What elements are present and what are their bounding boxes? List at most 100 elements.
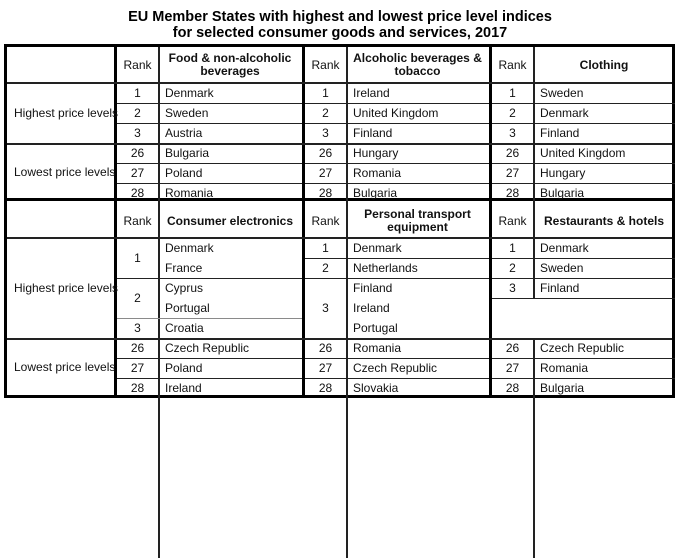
rank-cell: 3 [134, 321, 141, 335]
row-divider [117, 123, 302, 124]
category-header: Alcoholic beverages & tobacco [353, 51, 482, 78]
rank-cell: 26 [318, 341, 333, 355]
country-cell: Slovakia [353, 381, 399, 395]
rank-cell: 28 [130, 381, 145, 395]
country-cell: Bulgaria [353, 186, 398, 200]
rank-name-divider [346, 204, 348, 558]
rank-name-divider [158, 204, 160, 558]
category-header: Clothing [579, 57, 629, 72]
rank-cell: 1 [509, 241, 516, 255]
country-cell: Romania [353, 166, 402, 180]
row-divider [492, 183, 675, 184]
rank-name-divider [533, 204, 535, 558]
block-separator [4, 198, 675, 201]
country-cell: Sweden [540, 86, 584, 100]
rank-header: Rank [311, 214, 340, 228]
rank-cell: 27 [505, 166, 520, 180]
row-divider [305, 123, 489, 124]
group-label-highest: Highest price levels [14, 281, 119, 295]
rank-cell: 28 [130, 186, 145, 200]
table-title-line-2: for selected consumer goods and services… [172, 25, 508, 41]
header-empty-cell [7, 204, 114, 238]
country-cell: Ireland [353, 301, 390, 315]
table-border-left [4, 44, 7, 398]
category-divider [489, 44, 492, 398]
country-cell: Hungary [540, 166, 586, 180]
rank-cell: 2 [509, 261, 516, 275]
header-bottom-line [7, 237, 672, 239]
row-divider [117, 358, 302, 359]
country-cell: Denmark [540, 241, 589, 255]
row-divider [305, 103, 489, 104]
rank-header: Rank [498, 214, 527, 228]
row-divider [492, 278, 675, 279]
country-cell: Netherlands [353, 261, 418, 275]
rank-cell: 2 [134, 106, 141, 120]
country-cell: Bulgaria [540, 186, 585, 200]
country-cell: Czech Republic [165, 341, 250, 355]
row-divider [492, 378, 675, 379]
country-cell: Cyprus [165, 281, 204, 295]
rank-header: Rank [123, 214, 152, 228]
rank-cell: 1 [134, 86, 141, 100]
country-cell: Czech Republic [353, 361, 438, 375]
country-cell: Finland [540, 281, 580, 295]
rank-cell: 26 [505, 146, 520, 160]
group-label-lowest: Lowest price levels [14, 360, 116, 374]
rank-cell: 27 [318, 166, 333, 180]
country-cell: Denmark [353, 241, 402, 255]
category-divider [302, 44, 305, 398]
country-cell: Poland [165, 361, 203, 375]
table-border-bottom [4, 395, 675, 398]
row-divider [305, 258, 489, 259]
row-divider [305, 378, 489, 379]
country-cell: Bulgaria [165, 146, 210, 160]
header-empty-cell [7, 47, 114, 83]
category-header: Personal transport equipment [364, 207, 471, 234]
country-cell: Finland [540, 126, 580, 140]
table-title-line-1: EU Member States with highest and lowest… [128, 9, 552, 25]
rank-cell: 28 [318, 381, 333, 395]
table-border-top [4, 44, 675, 47]
country-cell: Bulgaria [540, 381, 585, 395]
country-cell: France [165, 261, 203, 275]
rank-cell: 28 [318, 186, 333, 200]
rank-cell: 2 [509, 106, 516, 120]
rank-header: Rank [311, 58, 340, 72]
row-divider [492, 163, 675, 164]
rank-cell: 26 [130, 341, 145, 355]
rank-header: Rank [123, 58, 152, 72]
rank-cell: 26 [318, 146, 333, 160]
category-header: Consumer electronics [166, 213, 294, 228]
country-cell: Portugal [353, 321, 398, 335]
row-divider [305, 358, 489, 359]
category-header: Restaurants & hotels [543, 213, 665, 228]
table-border-right [672, 44, 675, 398]
group-label-lowest: Lowest price levels [14, 165, 116, 179]
row-divider [117, 278, 302, 279]
country-cell: Austria [165, 126, 203, 140]
country-cell: United Kingdom [540, 146, 626, 160]
rank-cell: 3 [134, 126, 141, 140]
rank-cell: 26 [505, 341, 520, 355]
row-divider [492, 298, 675, 299]
country-cell: Hungary [353, 146, 399, 160]
country-cell: Portugal [165, 301, 210, 315]
rank-cell: 28 [505, 381, 520, 395]
country-cell: Finland [353, 281, 393, 295]
rank-cell: 27 [318, 361, 333, 375]
row-divider [117, 183, 302, 184]
rank-cell: 3 [322, 301, 329, 315]
country-cell: Croatia [165, 321, 204, 335]
country-cell: Sweden [540, 261, 584, 275]
row-divider [305, 183, 489, 184]
country-cell: Ireland [353, 86, 390, 100]
country-cell: Czech Republic [540, 341, 625, 355]
row-divider [117, 318, 302, 319]
row-divider [492, 123, 675, 124]
rank-cell: 3 [509, 126, 516, 140]
country-cell: Sweden [165, 106, 209, 120]
country-cell: United Kingdom [353, 106, 439, 120]
category-divider [114, 44, 117, 398]
rank-cell: 1 [509, 86, 516, 100]
